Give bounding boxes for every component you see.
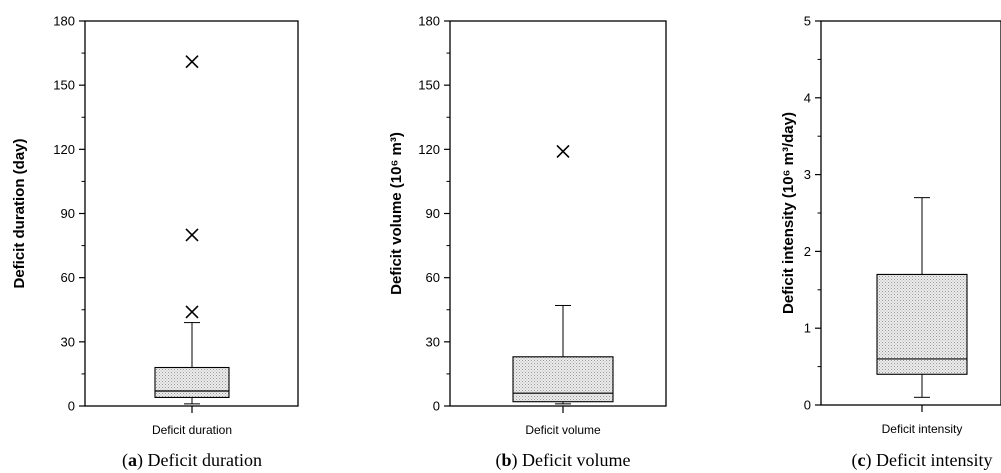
caption-letter: b [502,450,512,470]
caption-text: Deficit duration [148,450,262,470]
caption-paren-close: ) [137,450,148,471]
y-tick-label: 180 [53,14,75,29]
y-tick-label: 60 [61,270,75,285]
y-tick-label: 90 [426,206,440,221]
caption-text: Deficit volume [522,450,630,470]
caption-paren-close: ) [512,450,523,471]
y-tick-label: 30 [426,334,440,349]
y-axis-label: Deficit intensity (10⁶ m³/day) [780,112,797,314]
y-tick-label: 180 [418,14,440,29]
outlier-marker [557,145,569,157]
y-tick-label: 0 [804,398,811,413]
panel-caption: (b) Deficit volume [496,450,631,471]
panel-caption: (c) Deficit intensity [852,450,993,471]
panel-caption: (a) Deficit duration [122,450,262,471]
y-tick-label: 4 [804,90,811,105]
y-tick-label: 60 [426,270,440,285]
y-tick-label: 1 [804,321,811,336]
panel-a: 0 30 60 90 120 150 180 Deficit duration Deficit … [11,14,298,472]
outlier-marker [186,229,198,241]
y-axis-label: Deficit duration (day) [11,138,28,288]
caption-text: Deficit intensity [876,450,992,470]
y-axis-label: Deficit volume (10⁶ m³) [388,132,405,295]
y-tick-label: 0 [68,399,75,414]
caption-paren-close: ) [866,450,877,471]
y-tick-label: 2 [804,244,811,259]
y-tick-label: 30 [61,334,75,349]
caption-letter: a [128,450,137,470]
y-tick-label: 3 [804,167,811,182]
y-tick-label: 120 [53,142,75,157]
y-tick-label: 150 [53,78,75,93]
panel-c: 0 1 2 3 4 5 Deficit intensity Deficit intensity… [780,14,1001,472]
caption-letter: c [858,450,866,470]
x-tick-label: Deficit volume [525,423,601,437]
box-iqr [513,357,613,402]
y-tick-label: 5 [804,14,811,29]
outlier-marker [186,56,198,68]
x-tick-label: Deficit duration [152,423,232,437]
y-tick-label: 90 [61,206,75,221]
y-tick-label: 150 [418,78,440,93]
outlier-marker [186,306,198,318]
x-tick-label: Deficit intensity [882,422,963,436]
y-tick-label: 120 [418,142,440,157]
plot-frame [450,21,666,406]
y-tick-label: 0 [433,399,440,414]
panel-b: 0 30 60 90 120 150 180 Deficit volume Deficit vo… [388,14,666,472]
box-iqr [155,368,229,398]
